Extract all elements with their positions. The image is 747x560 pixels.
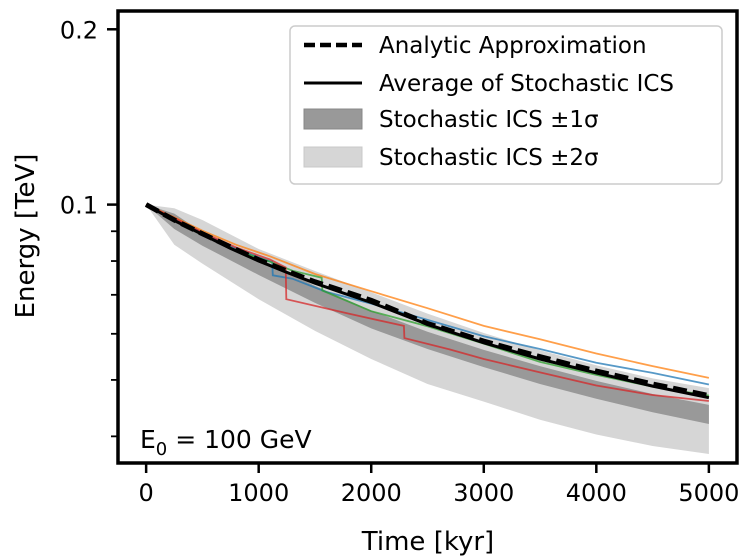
x-tick-label: 1000 — [228, 479, 289, 507]
x-axis-label: Time [kyr] — [361, 527, 494, 557]
initial-energy-annotation: E0 = 100 GeV — [140, 425, 312, 460]
legend-label-average: Average of Stochastic ICS — [379, 71, 674, 97]
legend-swatch-1sigma — [303, 108, 363, 130]
series-analytic-approximation — [144, 202, 710, 399]
legend-label-analytic: Analytic Approximation — [379, 33, 647, 59]
annotation-prefix: E — [140, 425, 156, 454]
band-1sigma — [146, 204, 709, 424]
series-lines — [144, 202, 710, 402]
y-tick-label: 0.1 — [60, 192, 98, 220]
legend-label-2sigma: Stochastic ICS ±2σ — [379, 145, 599, 171]
x-tick-label: 4000 — [566, 479, 627, 507]
legend: Analytic Approximation Average of Stocha… — [289, 25, 723, 185]
x-tick-label: 0 — [138, 479, 153, 507]
series-sample-2 — [145, 203, 710, 379]
x-tick-label: 5000 — [678, 479, 739, 507]
x-tick-label: 3000 — [453, 479, 514, 507]
legend-label-1sigma: Stochastic ICS ±1σ — [379, 107, 599, 133]
legend-box — [289, 25, 723, 185]
annotation-suffix: = 100 GeV — [167, 425, 311, 454]
axis-ticks: 0 1000 2000 3000 4000 5000 0.1 0.2 — [60, 16, 740, 507]
y-tick-label: 0.2 — [60, 16, 98, 44]
plot-frame — [116, 9, 739, 465]
uncertainty-bands — [146, 204, 709, 454]
band-2sigma — [146, 204, 709, 454]
annotation-subscript: 0 — [156, 439, 167, 460]
x-tick-label: 2000 — [341, 479, 402, 507]
y-axis-label: Energy [TeV] — [11, 154, 41, 319]
legend-swatch-2sigma — [303, 146, 363, 168]
